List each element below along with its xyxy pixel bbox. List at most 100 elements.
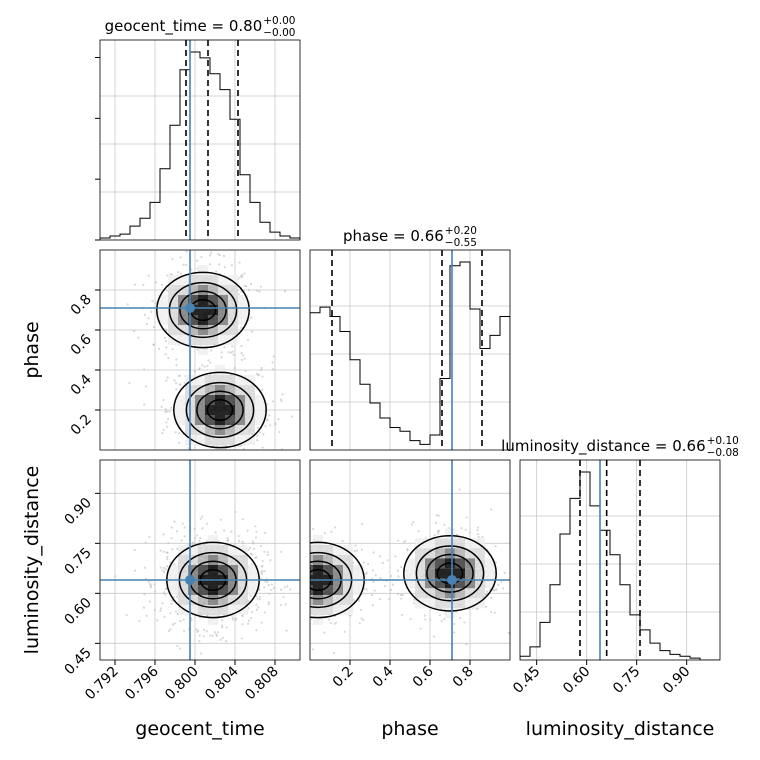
sample-point: [241, 623, 244, 626]
density-cell: [343, 595, 353, 605]
density-cell: [475, 548, 485, 559]
sample-point: [401, 613, 404, 616]
sample-point: [297, 591, 299, 593]
sample-point: [284, 603, 287, 606]
sample-point: [280, 399, 283, 403]
truth-marker: [185, 575, 195, 585]
density-cell: [485, 558, 495, 569]
density-cell: [178, 595, 188, 605]
density-cell: [238, 305, 248, 315]
density-cell: [445, 588, 455, 599]
sample-point: [328, 618, 331, 621]
sample-point: [295, 589, 297, 591]
sample-point: [151, 299, 154, 303]
sample-point: [476, 529, 479, 532]
density-cell: [205, 385, 215, 395]
density-cell: [455, 538, 465, 549]
sample-point: [463, 621, 466, 624]
x-tick-label: 0.804: [202, 663, 242, 703]
sample-point: [289, 598, 291, 600]
y-tick-label: 0.8: [68, 292, 95, 319]
density-cell: [455, 578, 465, 589]
sample-point: [163, 591, 166, 594]
sample-point: [166, 555, 169, 558]
sample-point: [343, 630, 346, 634]
sample-point: [269, 563, 271, 565]
sample-point: [256, 597, 259, 600]
sample-point: [258, 290, 261, 293]
truth-marker: [185, 303, 195, 313]
sample-point: [210, 251, 213, 254]
sample-point: [359, 608, 363, 612]
sample-point: [269, 424, 272, 427]
sample-point: [233, 366, 236, 370]
sample-point: [293, 553, 295, 555]
sample-point: [198, 640, 201, 643]
sample-point: [443, 523, 446, 527]
sample-point: [301, 577, 303, 579]
density-cell: [175, 395, 185, 405]
sample-point: [278, 635, 280, 637]
sample-point: [170, 599, 173, 602]
sample-point: [202, 628, 206, 631]
density-cell: [208, 595, 218, 605]
sample-point: [202, 635, 205, 638]
density-cell: [215, 425, 225, 435]
density-cell: [178, 335, 188, 345]
sample-point: [283, 550, 285, 552]
sample-point: [379, 577, 382, 580]
sample-point: [386, 559, 389, 562]
marginal-title-phase: phase = 0.66: [343, 227, 444, 245]
density-cell: [178, 305, 188, 315]
sample-point: [209, 361, 212, 364]
sample-point: [203, 365, 206, 368]
density-cell: [205, 415, 215, 425]
sample-point: [155, 281, 158, 284]
density-cell: [333, 605, 343, 615]
sample-point: [465, 516, 468, 519]
sample-point: [237, 534, 240, 538]
sample-point: [262, 433, 265, 436]
density-cell: [225, 375, 235, 385]
sample-point: [230, 530, 233, 533]
sample-point: [297, 628, 299, 630]
density-cell: [435, 558, 445, 569]
sample-point: [330, 530, 333, 533]
sample-point: [404, 539, 407, 543]
density-cell: [238, 315, 248, 325]
sample-point: [254, 556, 257, 559]
contour: [156, 271, 250, 349]
sample-point: [486, 590, 489, 593]
x-tick-label: 0.2: [330, 664, 357, 691]
density-cell: [178, 545, 188, 555]
sample-point: [201, 515, 204, 518]
sample-point: [205, 540, 208, 543]
sample-point: [162, 398, 165, 402]
sample-point: [263, 611, 266, 614]
density-cell: [225, 395, 235, 405]
sample-point: [261, 375, 264, 378]
sample-point: [360, 617, 363, 620]
sample-point: [334, 526, 337, 529]
density-cell: [205, 405, 215, 415]
sample-point: [162, 533, 165, 536]
density-cell: [235, 435, 245, 445]
sample-point: [494, 545, 497, 548]
sample-point: [305, 547, 307, 549]
sample-point: [215, 270, 218, 273]
panel-frame: [99, 39, 301, 241]
sample-point: [271, 361, 274, 364]
sample-point: [177, 374, 180, 378]
sample-point: [234, 618, 237, 621]
sample-point: [185, 250, 188, 253]
density-cell: [208, 545, 218, 555]
sample-point: [402, 541, 405, 544]
sample-point: [490, 610, 493, 614]
sample-point: [251, 540, 254, 543]
sample-point: [211, 634, 214, 637]
sample-point: [365, 588, 368, 591]
sample-point: [307, 593, 309, 595]
sample-point: [277, 418, 280, 421]
density-cell: [445, 568, 455, 579]
sample-point: [291, 565, 293, 567]
